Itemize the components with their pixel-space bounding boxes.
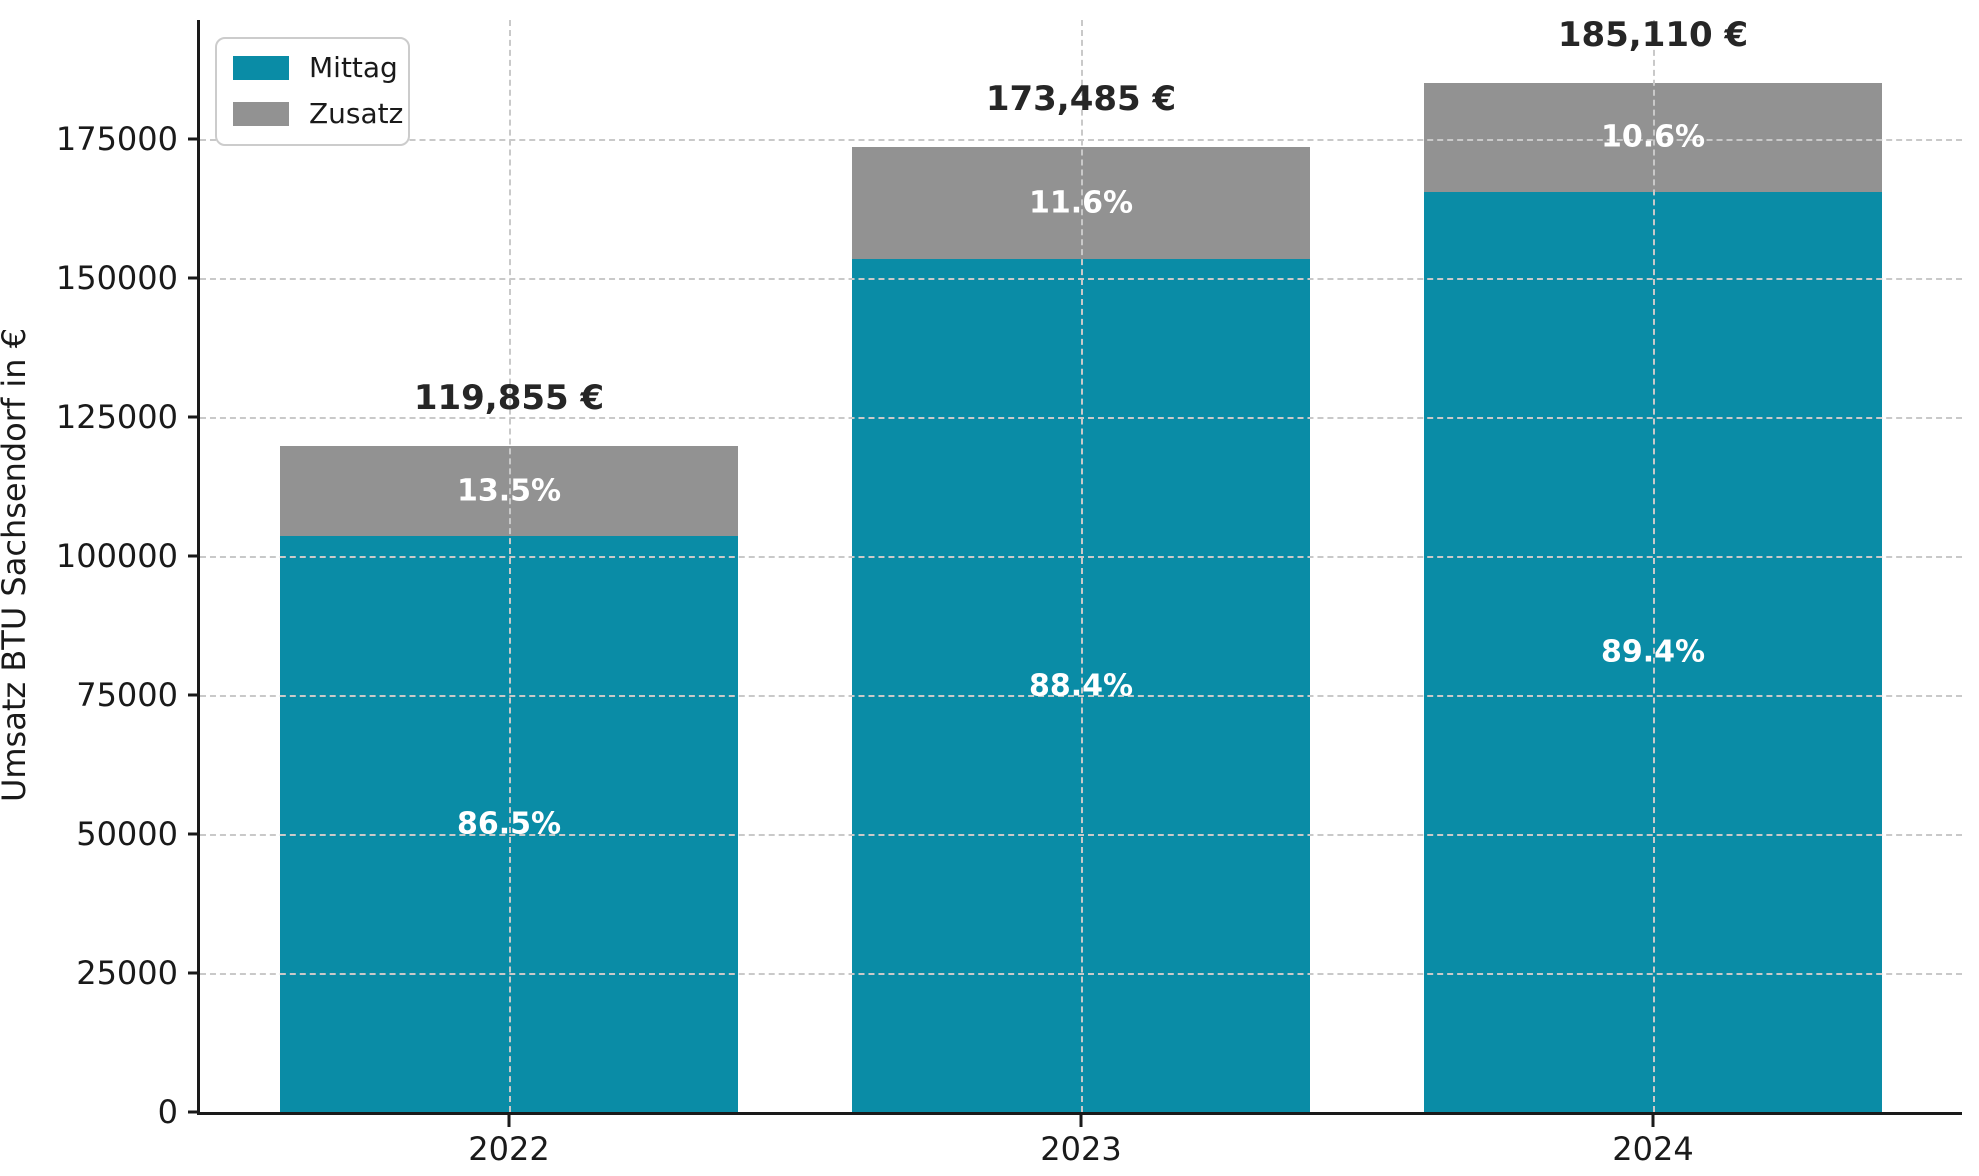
y-tick-label: 25000 bbox=[76, 953, 178, 992]
bar-pct-label-2022-zusatz: 13.5% bbox=[456, 473, 562, 509]
y-tick-mark bbox=[188, 276, 200, 280]
legend-label-zusatz: Zusatz bbox=[309, 97, 404, 130]
y-tick-label: 0 bbox=[157, 1093, 178, 1131]
bar-pct-label-2023-mittag: 88.4% bbox=[1028, 668, 1134, 704]
y-tick-mark bbox=[188, 137, 200, 141]
bar-total-label-2022: 119,855 € bbox=[413, 377, 605, 418]
y-tick-label: 175000 bbox=[55, 119, 178, 158]
legend-item-zusatz: Zusatz bbox=[233, 97, 403, 130]
y-tick-label: 75000 bbox=[76, 675, 178, 714]
x-axis-spine bbox=[197, 1112, 1962, 1115]
y-axis-spine bbox=[197, 20, 200, 1115]
bar-pct-label-2024-zusatz: 10.6% bbox=[1600, 119, 1706, 155]
x-tick-label: 2022 bbox=[468, 1130, 550, 1168]
y-tick-mark bbox=[188, 415, 200, 419]
bar-pct-label-2022-mittag: 86.5% bbox=[456, 806, 562, 842]
legend-swatch-mittag bbox=[233, 55, 289, 80]
x-tick-mark bbox=[507, 1115, 511, 1127]
bar-pct-label-2023-zusatz: 11.6% bbox=[1028, 185, 1134, 221]
y-tick-mark bbox=[188, 832, 200, 836]
v-gridline bbox=[509, 20, 511, 1112]
x-tick-label: 2023 bbox=[1040, 1130, 1122, 1168]
legend-label-mittag: Mittag bbox=[309, 51, 398, 84]
bar-total-label-2024: 185,110 € bbox=[1557, 14, 1749, 55]
legend-item-mittag: Mittag bbox=[233, 51, 398, 84]
v-gridline bbox=[1081, 20, 1083, 1112]
x-tick-mark bbox=[1651, 1115, 1655, 1127]
x-tick-mark bbox=[1079, 1115, 1083, 1127]
y-tick-label: 50000 bbox=[76, 814, 178, 853]
y-tick-label: 125000 bbox=[55, 397, 178, 436]
y-tick-mark bbox=[188, 971, 200, 975]
y-tick-label: 100000 bbox=[55, 536, 178, 575]
bar-pct-label-2024-mittag: 89.4% bbox=[1600, 634, 1706, 670]
y-tick-mark bbox=[188, 554, 200, 558]
legend: Mittag Zusatz bbox=[215, 37, 410, 146]
y-tick-label: 150000 bbox=[55, 258, 178, 297]
y-tick-mark bbox=[188, 1110, 200, 1114]
v-gridline bbox=[1653, 20, 1655, 1112]
legend-swatch-zusatz bbox=[233, 101, 289, 126]
bar-total-label-2023: 173,485 € bbox=[985, 79, 1177, 120]
y-tick-mark bbox=[188, 693, 200, 697]
x-tick-label: 2024 bbox=[1612, 1130, 1694, 1168]
